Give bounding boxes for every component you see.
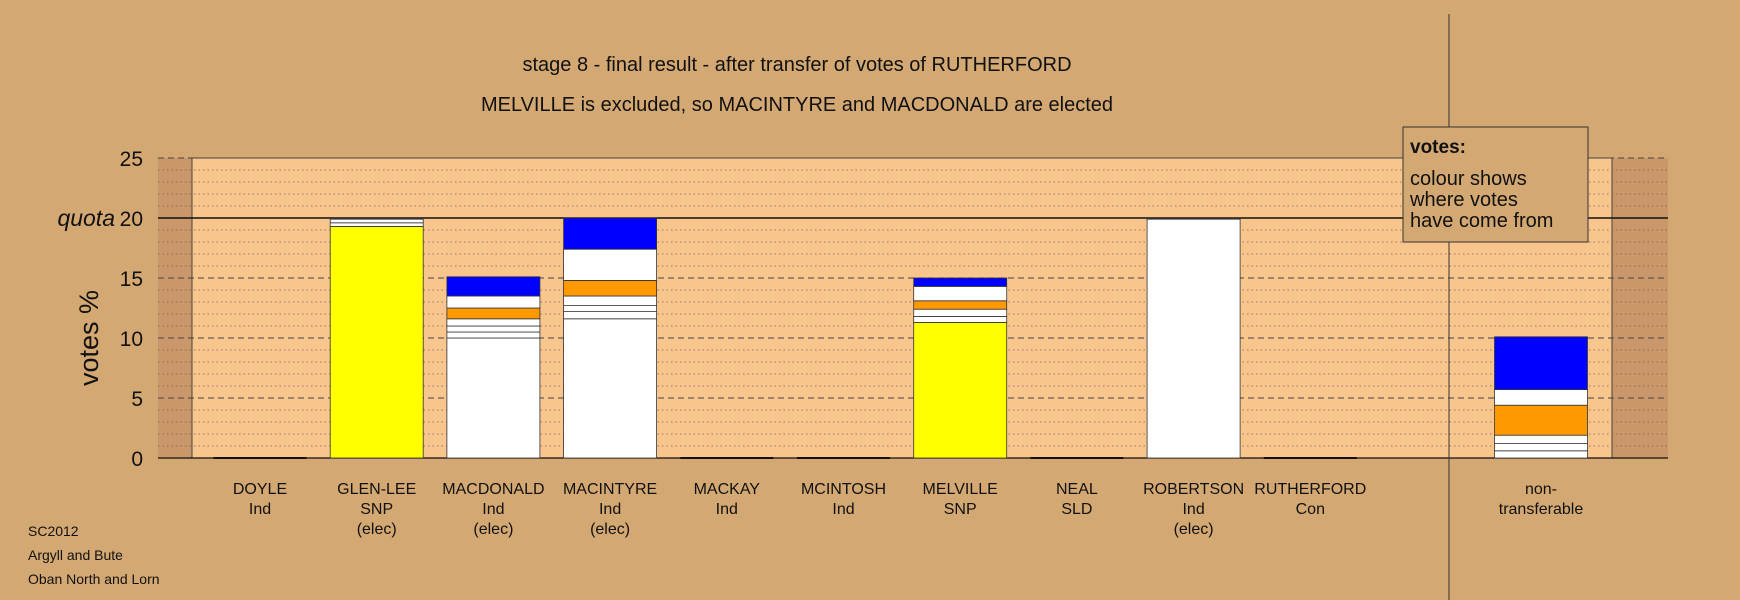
candidate-label: GLEN-LEE SNP (elec) xyxy=(337,481,416,538)
candidate-bar xyxy=(446,276,541,459)
candidate-bar xyxy=(329,218,424,459)
bar-segment xyxy=(1146,218,1241,459)
bar-segment xyxy=(1494,389,1588,406)
bar-segment xyxy=(329,218,424,224)
x-tick-label: SLD xyxy=(1061,501,1092,518)
bar-segment xyxy=(446,307,541,320)
bar-segment xyxy=(1494,336,1588,390)
bar-segment xyxy=(1494,434,1588,445)
y-tick-label: 20 xyxy=(120,208,143,231)
x-tick-label: (elec) xyxy=(357,521,397,538)
x-tick-label: MACINTYRE xyxy=(563,481,657,498)
footer-line: Argyll and Bute xyxy=(28,547,123,563)
x-tick-label: ROBERTSON xyxy=(1143,481,1244,498)
y-tick-label: 15 xyxy=(120,268,143,291)
y-axis: 0 5 10 15 20 25 xyxy=(120,148,143,471)
x-tick-label: RUTHERFORD xyxy=(1254,481,1366,498)
bar-segment xyxy=(446,337,541,459)
candidate-label: RUTHERFORD Con xyxy=(1254,481,1366,518)
candidate-bar xyxy=(913,277,1008,459)
legend-box xyxy=(1402,126,1589,243)
x-tick-label: MACDONALD xyxy=(442,481,544,498)
nontransferable-label: non-transferable xyxy=(1499,481,1584,518)
x-tick-label: Con xyxy=(1296,501,1325,518)
y-axis-label: votes % xyxy=(74,290,104,386)
bar-segment xyxy=(1494,450,1588,459)
candidate-label: ROBERTSON Ind (elec) xyxy=(1143,481,1244,538)
candidate-label: MCINTOSH Ind xyxy=(801,481,886,518)
bar-segment xyxy=(913,308,1008,317)
x-tick-label: transferable xyxy=(1499,501,1584,518)
bar-segment xyxy=(446,295,541,309)
bar-segment xyxy=(446,318,541,327)
bar-segment xyxy=(446,276,541,297)
x-tick-label: MCINTOSH xyxy=(801,481,886,498)
x-tick-label: MACKAY xyxy=(694,481,761,498)
chart-title: stage 8 - final result - after transfer … xyxy=(522,54,1071,76)
bar-segment xyxy=(446,325,541,333)
x-tick-label: Ind xyxy=(249,501,271,518)
x-tick-label: (elec) xyxy=(590,521,630,538)
y-tick-label: 10 xyxy=(120,328,143,351)
y-tick-label: 0 xyxy=(131,448,143,471)
bar-segment xyxy=(1494,443,1588,452)
bar-segment xyxy=(1494,404,1588,436)
candidate-label: MACINTYRE Ind (elec) xyxy=(563,481,657,538)
footer: SC2012 Argyll and Bute Oban North and Lo… xyxy=(28,523,160,587)
x-tick-label: Ind xyxy=(1182,501,1204,518)
bar-segment xyxy=(913,321,1008,459)
bar-segment xyxy=(913,300,1008,310)
bar-segment xyxy=(563,311,657,320)
bar-segment xyxy=(563,305,657,313)
legend-line: have come from xyxy=(1410,210,1553,232)
x-tick-label: Ind xyxy=(832,501,854,518)
x-tick-label: MELVILLE xyxy=(923,481,998,498)
bar-segment xyxy=(563,295,657,307)
candidate-label: DOYLE Ind xyxy=(233,481,287,518)
y-tick-label: 5 xyxy=(131,388,143,411)
x-tick-label: non- xyxy=(1525,481,1557,498)
bar-segment xyxy=(329,222,424,227)
x-tick-label: SNP xyxy=(360,501,393,518)
x-tick-label: Ind xyxy=(599,501,621,518)
candidate-bar xyxy=(563,217,657,459)
bar-segment xyxy=(563,279,657,297)
candidate-label: MACKAY Ind xyxy=(694,481,761,518)
x-tick-label: DOYLE xyxy=(233,481,287,498)
bar-segment xyxy=(563,318,657,459)
x-tick-label: GLEN-LEE xyxy=(337,481,416,498)
chart-subtitle: MELVILLE is excluded, so MACINTYRE and M… xyxy=(481,94,1113,116)
bar-segment xyxy=(563,217,657,250)
candidate-label: MELVILLE SNP xyxy=(923,481,998,518)
bar-segment xyxy=(913,315,1008,323)
footer-line: SC2012 xyxy=(28,523,79,539)
x-tick-label: SNP xyxy=(944,501,977,518)
x-tick-label: Ind xyxy=(716,501,738,518)
x-axis-labels: DOYLE Ind GLEN-LEE SNP (elec) MACDONALD Ind (el… xyxy=(233,481,1583,538)
bar-segment xyxy=(563,248,657,281)
legend-title: votes: xyxy=(1410,137,1466,158)
quota-label: quota xyxy=(57,205,115,231)
candidate-bar xyxy=(1146,218,1241,459)
nontransferable-bar xyxy=(1494,336,1588,459)
bar-segment xyxy=(446,331,541,339)
x-tick-label: (elec) xyxy=(473,521,513,538)
bars xyxy=(213,217,1588,459)
candidate-label: NEAL SLD xyxy=(1056,481,1098,518)
y-tick-label: 25 xyxy=(120,148,143,171)
legend: votes: colour shows where votes have com… xyxy=(1402,126,1589,243)
legend-line: where votes xyxy=(1409,189,1518,211)
x-tick-label: NEAL xyxy=(1056,481,1098,498)
x-tick-label: (elec) xyxy=(1174,521,1214,538)
plot-inner-area xyxy=(191,157,1613,459)
footer-line: Oban North and Lorn xyxy=(28,571,160,587)
x-tick-label: Ind xyxy=(482,501,504,518)
legend-line: colour shows xyxy=(1410,168,1527,190)
bar-segment xyxy=(913,285,1008,302)
candidate-label: MACDONALD Ind (elec) xyxy=(442,481,544,538)
bar-segment xyxy=(913,277,1008,287)
bar-segment xyxy=(329,225,424,459)
